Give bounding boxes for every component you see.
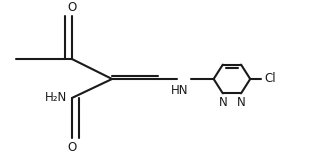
Text: N: N bbox=[237, 96, 245, 109]
Text: O: O bbox=[67, 1, 77, 14]
Text: HN: HN bbox=[171, 84, 189, 97]
Text: H₂N: H₂N bbox=[45, 91, 67, 104]
Text: Cl: Cl bbox=[264, 73, 276, 86]
Text: N: N bbox=[218, 96, 227, 109]
Text: O: O bbox=[67, 141, 77, 154]
